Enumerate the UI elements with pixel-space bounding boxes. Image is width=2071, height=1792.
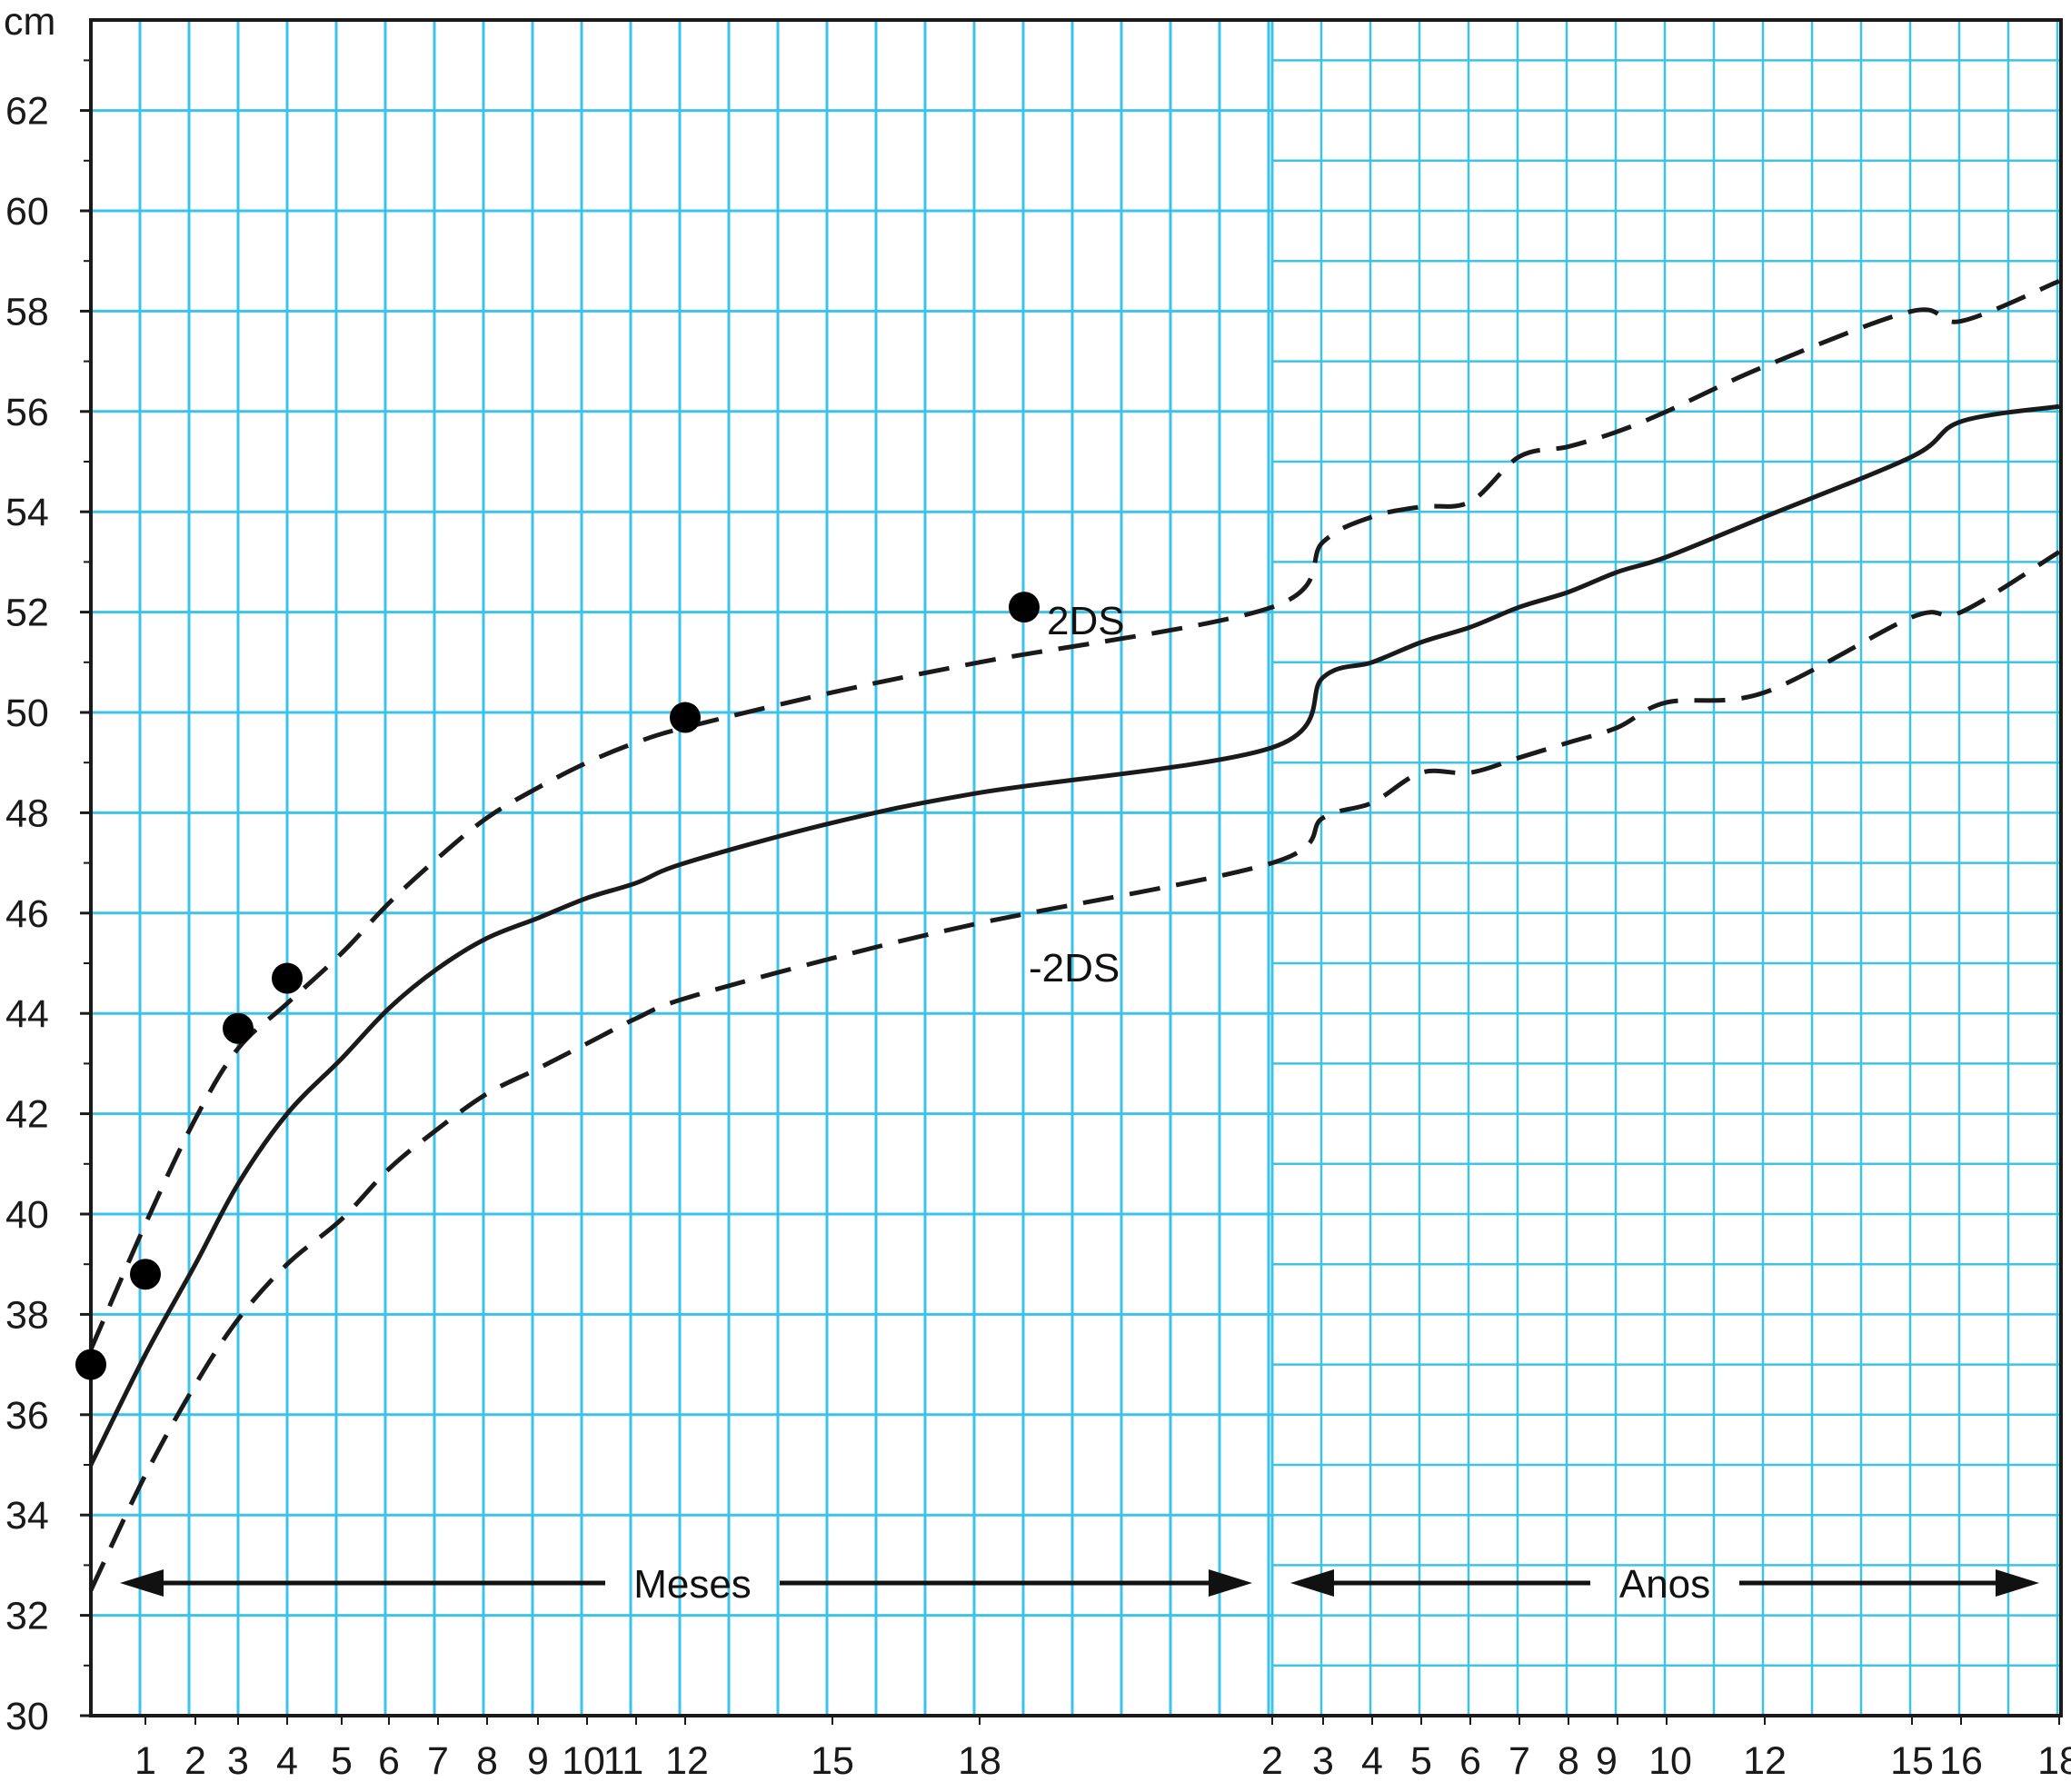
x-tick-label: 16 xyxy=(1939,1739,1983,1783)
x-tick-label: 11 xyxy=(603,1739,644,1783)
y-tick-label: 60 xyxy=(5,190,49,234)
y-tick-label: 44 xyxy=(5,992,49,1036)
x-tick-label: 18 xyxy=(2037,1739,2071,1783)
years-arrow-label: Anos xyxy=(1619,1562,1710,1607)
x-tick-label: 4 xyxy=(276,1739,298,1783)
x-tick-label: 1 xyxy=(134,1739,156,1783)
y-tick-label: 32 xyxy=(5,1595,49,1638)
arrowhead-left-icon xyxy=(120,1569,164,1597)
measurement-points xyxy=(75,592,1040,1380)
x-tick-label: 2 xyxy=(1261,1739,1283,1783)
y-tick-label: 54 xyxy=(5,491,49,534)
x-tick-label: 6 xyxy=(378,1739,400,1783)
y-axis-unit-label: cm xyxy=(4,0,55,44)
x-tick-label: 10 xyxy=(562,1739,605,1783)
y-tick-label: 48 xyxy=(5,791,49,835)
annotations: 2DS -2DS Meses Anos xyxy=(120,599,2039,1607)
y-tick-label: 50 xyxy=(5,692,49,735)
arrowhead-right-icon xyxy=(1209,1569,1252,1597)
x-tick-label: 12 xyxy=(665,1739,709,1783)
plot-border xyxy=(89,18,2063,1717)
x-tick-label: 12 xyxy=(1743,1739,1787,1783)
measurement-point xyxy=(670,702,701,733)
series-layer xyxy=(88,278,2061,1592)
series-label-minus-2ds: -2DS xyxy=(1029,946,1120,991)
y-tick-label: 36 xyxy=(5,1394,49,1438)
x-tick-label: 7 xyxy=(427,1739,449,1783)
months-arrow-label: Meses xyxy=(633,1562,752,1607)
x-tick-label: 15 xyxy=(1890,1739,1934,1783)
x-tick-label: 3 xyxy=(227,1739,249,1783)
x-tick-label: 5 xyxy=(1410,1739,1432,1783)
x-tick-label: 8 xyxy=(476,1739,498,1783)
plot-frame xyxy=(89,18,2063,1717)
arrowhead-left-icon xyxy=(1290,1569,1334,1597)
x-tick-label: 9 xyxy=(527,1739,549,1783)
series-line-median xyxy=(88,403,2060,1467)
x-tick-label: 6 xyxy=(1459,1739,1481,1783)
x-tick-label: 15 xyxy=(811,1739,854,1783)
measurement-point xyxy=(272,962,303,994)
series-line-plus-2ds xyxy=(88,278,2060,1351)
y-tick-label: 62 xyxy=(5,90,49,134)
measurement-point xyxy=(223,1012,254,1044)
y-tick-label: 56 xyxy=(5,391,49,434)
x-tick-label: 9 xyxy=(1596,1739,1618,1783)
y-tick-label: 52 xyxy=(5,592,49,635)
grid xyxy=(91,20,2061,1716)
measurement-point xyxy=(1009,592,1040,623)
y-tick-label: 34 xyxy=(5,1494,49,1538)
x-tick-label: 10 xyxy=(1648,1739,1692,1783)
x-tick-label: 4 xyxy=(1361,1739,1383,1783)
y-tick-label: 30 xyxy=(5,1695,49,1738)
y-tick-label: 40 xyxy=(5,1193,49,1237)
y-axis: 30 32 34 36 38 40 42 44 46 48 50 52 54 56 58 60 62 xyxy=(5,59,91,1738)
series-label-plus-2ds: 2DS xyxy=(1047,599,1125,643)
y-tick-label: 42 xyxy=(5,1093,49,1137)
arrowhead-right-icon xyxy=(1996,1569,2039,1597)
x-tick-label: 3 xyxy=(1312,1739,1334,1783)
y-tick-label: 38 xyxy=(5,1293,49,1337)
months-arrow: Meses xyxy=(120,1562,1252,1607)
y-tick-label: 46 xyxy=(5,892,49,936)
years-arrow: Anos xyxy=(1290,1562,2039,1607)
measurement-point xyxy=(130,1259,161,1290)
x-tick-label: 8 xyxy=(1558,1739,1579,1783)
x-tick-label: 7 xyxy=(1508,1739,1530,1783)
measurement-point xyxy=(75,1349,106,1380)
x-tick-label: 2 xyxy=(184,1739,206,1783)
x-tick-label: 5 xyxy=(331,1739,353,1783)
y-tick-label: 58 xyxy=(5,290,49,334)
series-line-minus-2ds xyxy=(88,550,2061,1592)
x-tick-label: 18 xyxy=(958,1739,1001,1783)
